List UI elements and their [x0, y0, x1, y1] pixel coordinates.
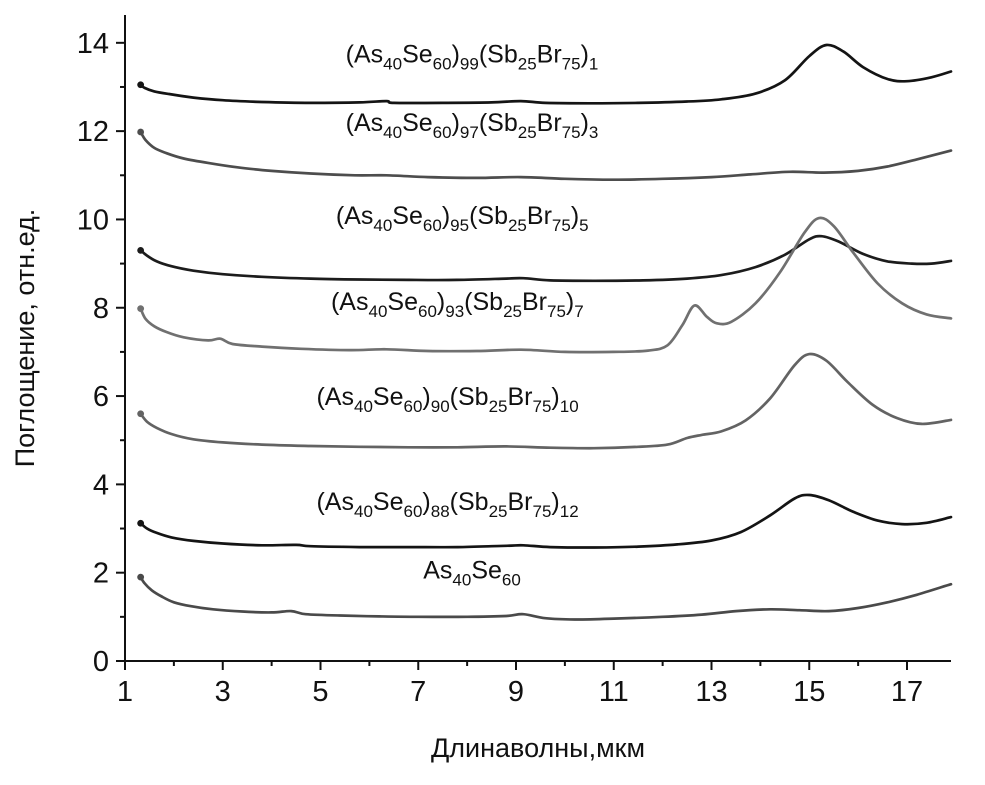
y-tick-label: 2 — [93, 558, 109, 590]
y-axis-title: Поглощение, отн.ед. — [10, 209, 40, 468]
axes — [124, 15, 951, 662]
x-tick-label: 7 — [410, 676, 426, 708]
series-curve-4 — [139, 216, 953, 354]
y-tick-label: 12 — [77, 116, 109, 148]
x-tick-label: 15 — [793, 676, 825, 708]
series-label-5: (As40Se60)90(Sb25Br75)10 — [316, 383, 578, 416]
series-label-6: (As40Se60)88(Sb25Br75)12 — [316, 488, 578, 521]
series-start-dot-1 — [137, 81, 145, 89]
series-start-dot-7 — [137, 573, 145, 581]
y-tick-label: 4 — [93, 469, 109, 501]
series-label-4: (As40Se60)93(Sb25Br75)7 — [331, 288, 584, 321]
x-tick-label: 5 — [312, 676, 328, 708]
series-curve-7 — [139, 575, 953, 621]
series-start-dot-4 — [137, 305, 145, 313]
y-tick-label: 0 — [93, 646, 109, 678]
y-tick-label: 6 — [93, 381, 109, 413]
tick-marks — [116, 41, 909, 670]
series-curve-6 — [139, 493, 953, 549]
series-label-3: (As40Se60)95(Sb25Br75)5 — [336, 202, 589, 235]
x-tick-label: 11 — [599, 676, 629, 708]
y-tick-label: 8 — [93, 293, 109, 325]
series-label-7: As40Se60 — [423, 556, 521, 589]
x-tick-label: 9 — [508, 676, 524, 708]
series-curve-5 — [139, 352, 953, 450]
series-label-1: (As40Se60)99(Sb25Br75)1 — [346, 41, 599, 74]
x-tick-label: 13 — [695, 676, 727, 708]
series-label-2: (As40Se60)97(Sb25Br75)3 — [346, 109, 599, 142]
series-start-dot-3 — [137, 246, 145, 254]
series-start-dot-2 — [137, 128, 145, 136]
y-tick-label: 10 — [77, 204, 109, 236]
x-axis-title: Длинаволны,мкм — [431, 733, 645, 763]
series-curve-1 — [139, 43, 953, 105]
y-tick-label: 14 — [77, 28, 109, 60]
x-tick-label: 3 — [215, 676, 231, 708]
series-start-dot-6 — [137, 519, 145, 527]
x-tick-label: 1 — [117, 676, 133, 708]
series-curve-2 — [139, 130, 953, 182]
x-tick-label: 17 — [891, 676, 923, 708]
series-curve-3 — [139, 234, 953, 283]
series-start-dot-5 — [137, 410, 145, 418]
